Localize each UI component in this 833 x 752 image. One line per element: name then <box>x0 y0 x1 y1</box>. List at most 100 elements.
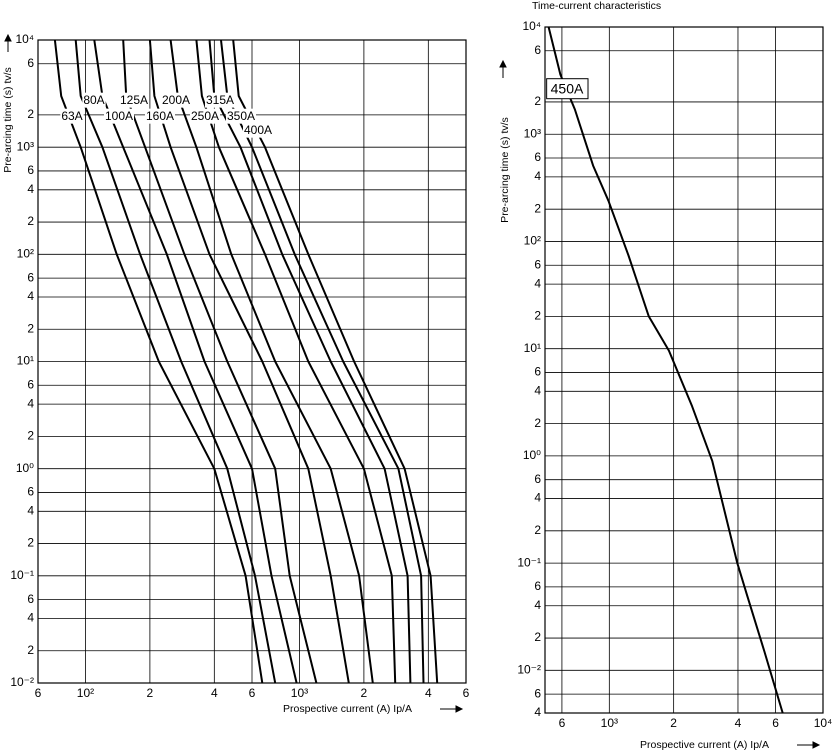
y-tick-label: 10³ <box>17 139 34 153</box>
y-tick-label: 4 <box>27 503 34 517</box>
label-background <box>160 92 192 108</box>
y-tick-label: 6 <box>534 150 541 164</box>
x-axis-title: Prospective current (A) Ip/A <box>283 703 412 715</box>
y-tick-label: 2 <box>534 309 541 323</box>
curve <box>232 39 439 684</box>
y-arrowhead <box>499 59 507 68</box>
label-box <box>546 78 589 100</box>
curve <box>148 39 350 684</box>
label-background <box>60 108 84 124</box>
x-tick-label: 4 <box>735 716 742 730</box>
y-tick-label: 4 <box>534 384 541 398</box>
x-arrowhead <box>812 741 821 749</box>
curve-label: 315A <box>206 93 234 107</box>
x-arrowhead <box>455 705 464 713</box>
y-tick-label: 2 <box>27 536 34 550</box>
y-axis-title: Pre-arcing time (s) tv/s <box>2 67 14 173</box>
y-tick-label: 4 <box>534 169 541 183</box>
y-tick-label: 4 <box>534 276 541 290</box>
y-tick-label: 4 <box>27 396 34 410</box>
label-background <box>82 92 106 108</box>
y-tick-label: 10³ <box>524 126 541 140</box>
y-tick-label: 6 <box>27 592 34 606</box>
x-tick-label: 10³ <box>601 716 618 730</box>
x-axis-title: Prospective current (A) Ip/A <box>640 739 769 751</box>
x-tick-label: 4 <box>425 686 432 700</box>
label-background <box>242 122 274 138</box>
y-tick-label: 10⁻² <box>517 663 541 677</box>
y-tick-label: 10² <box>17 247 34 261</box>
y-tick-label: 4 <box>27 611 34 625</box>
x-tick-label: 10⁴ <box>814 716 833 730</box>
y-tick-label: 2 <box>534 630 541 644</box>
curve <box>53 39 264 684</box>
label-background <box>189 108 221 124</box>
y-tick-label: 6 <box>534 365 541 379</box>
y-tick-label: 4 <box>534 705 541 719</box>
curve-label: 400A <box>244 123 272 137</box>
curve-label: 63A <box>61 109 82 123</box>
curve-label: 100A <box>105 109 133 123</box>
x-tick-label: 10² <box>77 686 94 700</box>
y-tick-label: 2 <box>27 214 34 228</box>
curve-label: 125A <box>120 93 148 107</box>
y-tick-label: 10⁴ <box>522 19 541 33</box>
label-background <box>103 108 135 124</box>
y-tick-label: 2 <box>27 321 34 335</box>
y-tick-label: 6 <box>534 686 541 700</box>
y-tick-label: 10⁴ <box>15 32 34 46</box>
curve-label: 200A <box>162 93 190 107</box>
x-tick-label: 2 <box>361 686 368 700</box>
y-tick-label: 2 <box>534 201 541 215</box>
x-tick-label: 6 <box>35 686 42 700</box>
curve-label: 250A <box>191 109 219 123</box>
curve-label: 450A <box>551 81 584 97</box>
y-tick-label: 4 <box>27 289 34 303</box>
y-tick-label: 10⁰ <box>16 461 34 475</box>
y-tick-label: 10⁻² <box>10 675 34 689</box>
x-tick-label: 2 <box>670 716 677 730</box>
y-tick-label: 4 <box>27 182 34 196</box>
label-background <box>204 92 236 108</box>
x-tick-label: 2 <box>147 686 154 700</box>
x-tick-label: 10³ <box>291 686 308 700</box>
y-tick-label: 2 <box>27 429 34 443</box>
plot-border <box>544 26 824 714</box>
y-tick-label: 6 <box>534 472 541 486</box>
y-tick-label: 10² <box>524 234 541 248</box>
y-arrowhead <box>4 33 12 42</box>
x-tick-label: 6 <box>249 686 256 700</box>
y-tick-label: 4 <box>534 598 541 612</box>
curve <box>93 39 298 684</box>
y-tick-label: 2 <box>27 643 34 657</box>
y-tick-label: 6 <box>534 43 541 57</box>
x-tick-label: 4 <box>211 686 218 700</box>
y-tick-label: 6 <box>27 56 34 70</box>
y-tick-label: 10¹ <box>524 341 541 355</box>
y-tick-label: 2 <box>27 107 34 121</box>
x-tick-label: 6 <box>559 716 566 730</box>
y-tick-label: 10⁻¹ <box>517 555 541 569</box>
curve <box>195 39 397 684</box>
y-tick-label: 2 <box>534 94 541 108</box>
y-tick-label: 10⁻¹ <box>10 568 34 582</box>
label-background <box>118 92 150 108</box>
y-tick-label: 6 <box>534 257 541 271</box>
curve-label: 80A <box>83 93 104 107</box>
y-tick-label: 6 <box>27 163 34 177</box>
chart-title: Time-current characteristics <box>532 0 661 12</box>
curve <box>547 26 784 714</box>
y-tick-label: 10⁰ <box>523 448 541 462</box>
axis-arrows <box>4 33 821 749</box>
x-tick-label: 6 <box>463 686 470 700</box>
y-tick-label: 2 <box>534 523 541 537</box>
curve-label: 350A <box>227 109 255 123</box>
x-tick-label: 6 <box>772 716 779 730</box>
y-tick-label: 10¹ <box>17 354 34 368</box>
y-tick-label: 6 <box>27 270 34 284</box>
label-background <box>225 108 257 124</box>
y-axis-title: Pre-arcing time (s) tv/s <box>499 117 511 223</box>
